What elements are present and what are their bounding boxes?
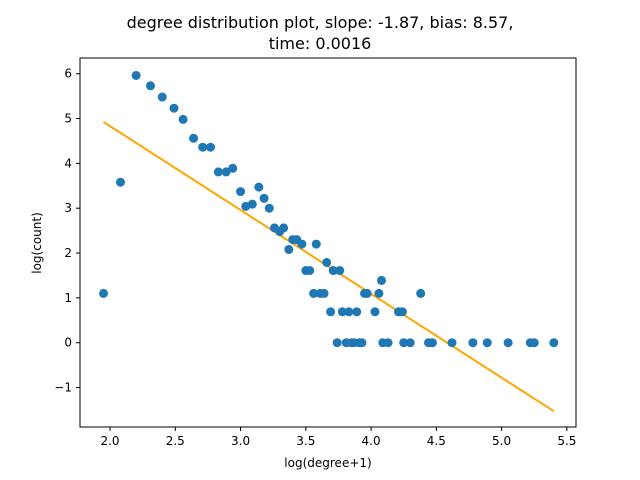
y-tick-label: 2 bbox=[64, 246, 72, 260]
data-point bbox=[383, 338, 393, 348]
data-point bbox=[399, 338, 409, 348]
data-point bbox=[213, 167, 223, 177]
data-point bbox=[337, 307, 347, 317]
data-point bbox=[549, 338, 559, 348]
data-point bbox=[332, 338, 342, 348]
data-point bbox=[236, 187, 246, 197]
x-tick-label: 2.5 bbox=[166, 434, 185, 448]
data-point bbox=[344, 307, 354, 317]
data-point bbox=[169, 103, 179, 113]
data-point bbox=[529, 338, 539, 348]
x-tick-label: 5.5 bbox=[557, 434, 576, 448]
data-point bbox=[259, 193, 269, 203]
y-tick-label: 5 bbox=[64, 112, 72, 126]
x-tick-label: 3.0 bbox=[231, 434, 250, 448]
data-point bbox=[326, 307, 336, 317]
x-tick-label: 5.0 bbox=[492, 434, 511, 448]
data-point bbox=[503, 338, 513, 348]
data-point bbox=[362, 288, 372, 298]
data-point bbox=[322, 257, 332, 267]
data-point bbox=[468, 338, 478, 348]
x-tick-label: 3.5 bbox=[296, 434, 315, 448]
data-point bbox=[254, 182, 264, 192]
data-point bbox=[482, 338, 492, 348]
data-point bbox=[416, 288, 426, 298]
fit-line bbox=[102, 121, 555, 413]
data-point bbox=[405, 338, 415, 348]
data-point bbox=[352, 307, 362, 317]
y-tick-label: 3 bbox=[64, 201, 72, 215]
y-axis-ticks: −1 0 1 2 3 4 5 6 bbox=[54, 67, 80, 395]
data-point bbox=[377, 275, 387, 285]
y-tick-label: 1 bbox=[64, 291, 72, 305]
data-point bbox=[98, 288, 108, 298]
data-point bbox=[264, 203, 274, 213]
x-tick-label: 2.0 bbox=[100, 434, 119, 448]
x-tick-label: 4.0 bbox=[362, 434, 381, 448]
data-point bbox=[447, 338, 457, 348]
x-tick-label: 4.5 bbox=[427, 434, 446, 448]
data-point bbox=[328, 266, 338, 276]
data-point bbox=[228, 163, 238, 173]
data-point bbox=[145, 81, 155, 91]
data-point bbox=[279, 223, 289, 233]
data-point bbox=[319, 288, 329, 298]
y-tick-label: 4 bbox=[64, 156, 72, 170]
data-point bbox=[297, 239, 307, 249]
scatter-points-layer bbox=[98, 70, 559, 348]
data-point bbox=[397, 307, 407, 317]
data-point bbox=[247, 199, 257, 209]
y-tick-label: 6 bbox=[64, 67, 72, 81]
data-point bbox=[131, 70, 141, 80]
y-tick-label: 0 bbox=[64, 336, 72, 350]
data-point bbox=[370, 307, 380, 317]
plot-frame bbox=[79, 57, 577, 428]
data-point bbox=[284, 244, 294, 254]
data-point bbox=[357, 338, 367, 348]
data-point bbox=[115, 177, 125, 187]
x-axis-ticks: 2.0 2.5 3.0 3.5 4.0 4.5 5.0 5.5 bbox=[100, 427, 576, 448]
data-point bbox=[305, 266, 315, 276]
fit-line-layer bbox=[102, 121, 555, 413]
chart-title-line-1: degree distribution plot, slope: -1.87, … bbox=[127, 13, 514, 32]
data-point bbox=[198, 142, 208, 152]
x-axis-label: log(degree+1) bbox=[284, 456, 371, 470]
chart-title-line-2: time: 0.0016 bbox=[269, 34, 372, 53]
data-point bbox=[311, 239, 321, 249]
data-point bbox=[335, 266, 345, 276]
data-point bbox=[157, 92, 167, 102]
data-point bbox=[427, 338, 437, 348]
data-point bbox=[309, 288, 319, 298]
y-tick-label: −1 bbox=[54, 381, 72, 395]
y-axis-label: log(count) bbox=[30, 212, 44, 274]
data-point bbox=[178, 114, 188, 124]
data-point bbox=[189, 133, 199, 143]
data-point bbox=[206, 142, 216, 152]
data-point bbox=[374, 288, 384, 298]
